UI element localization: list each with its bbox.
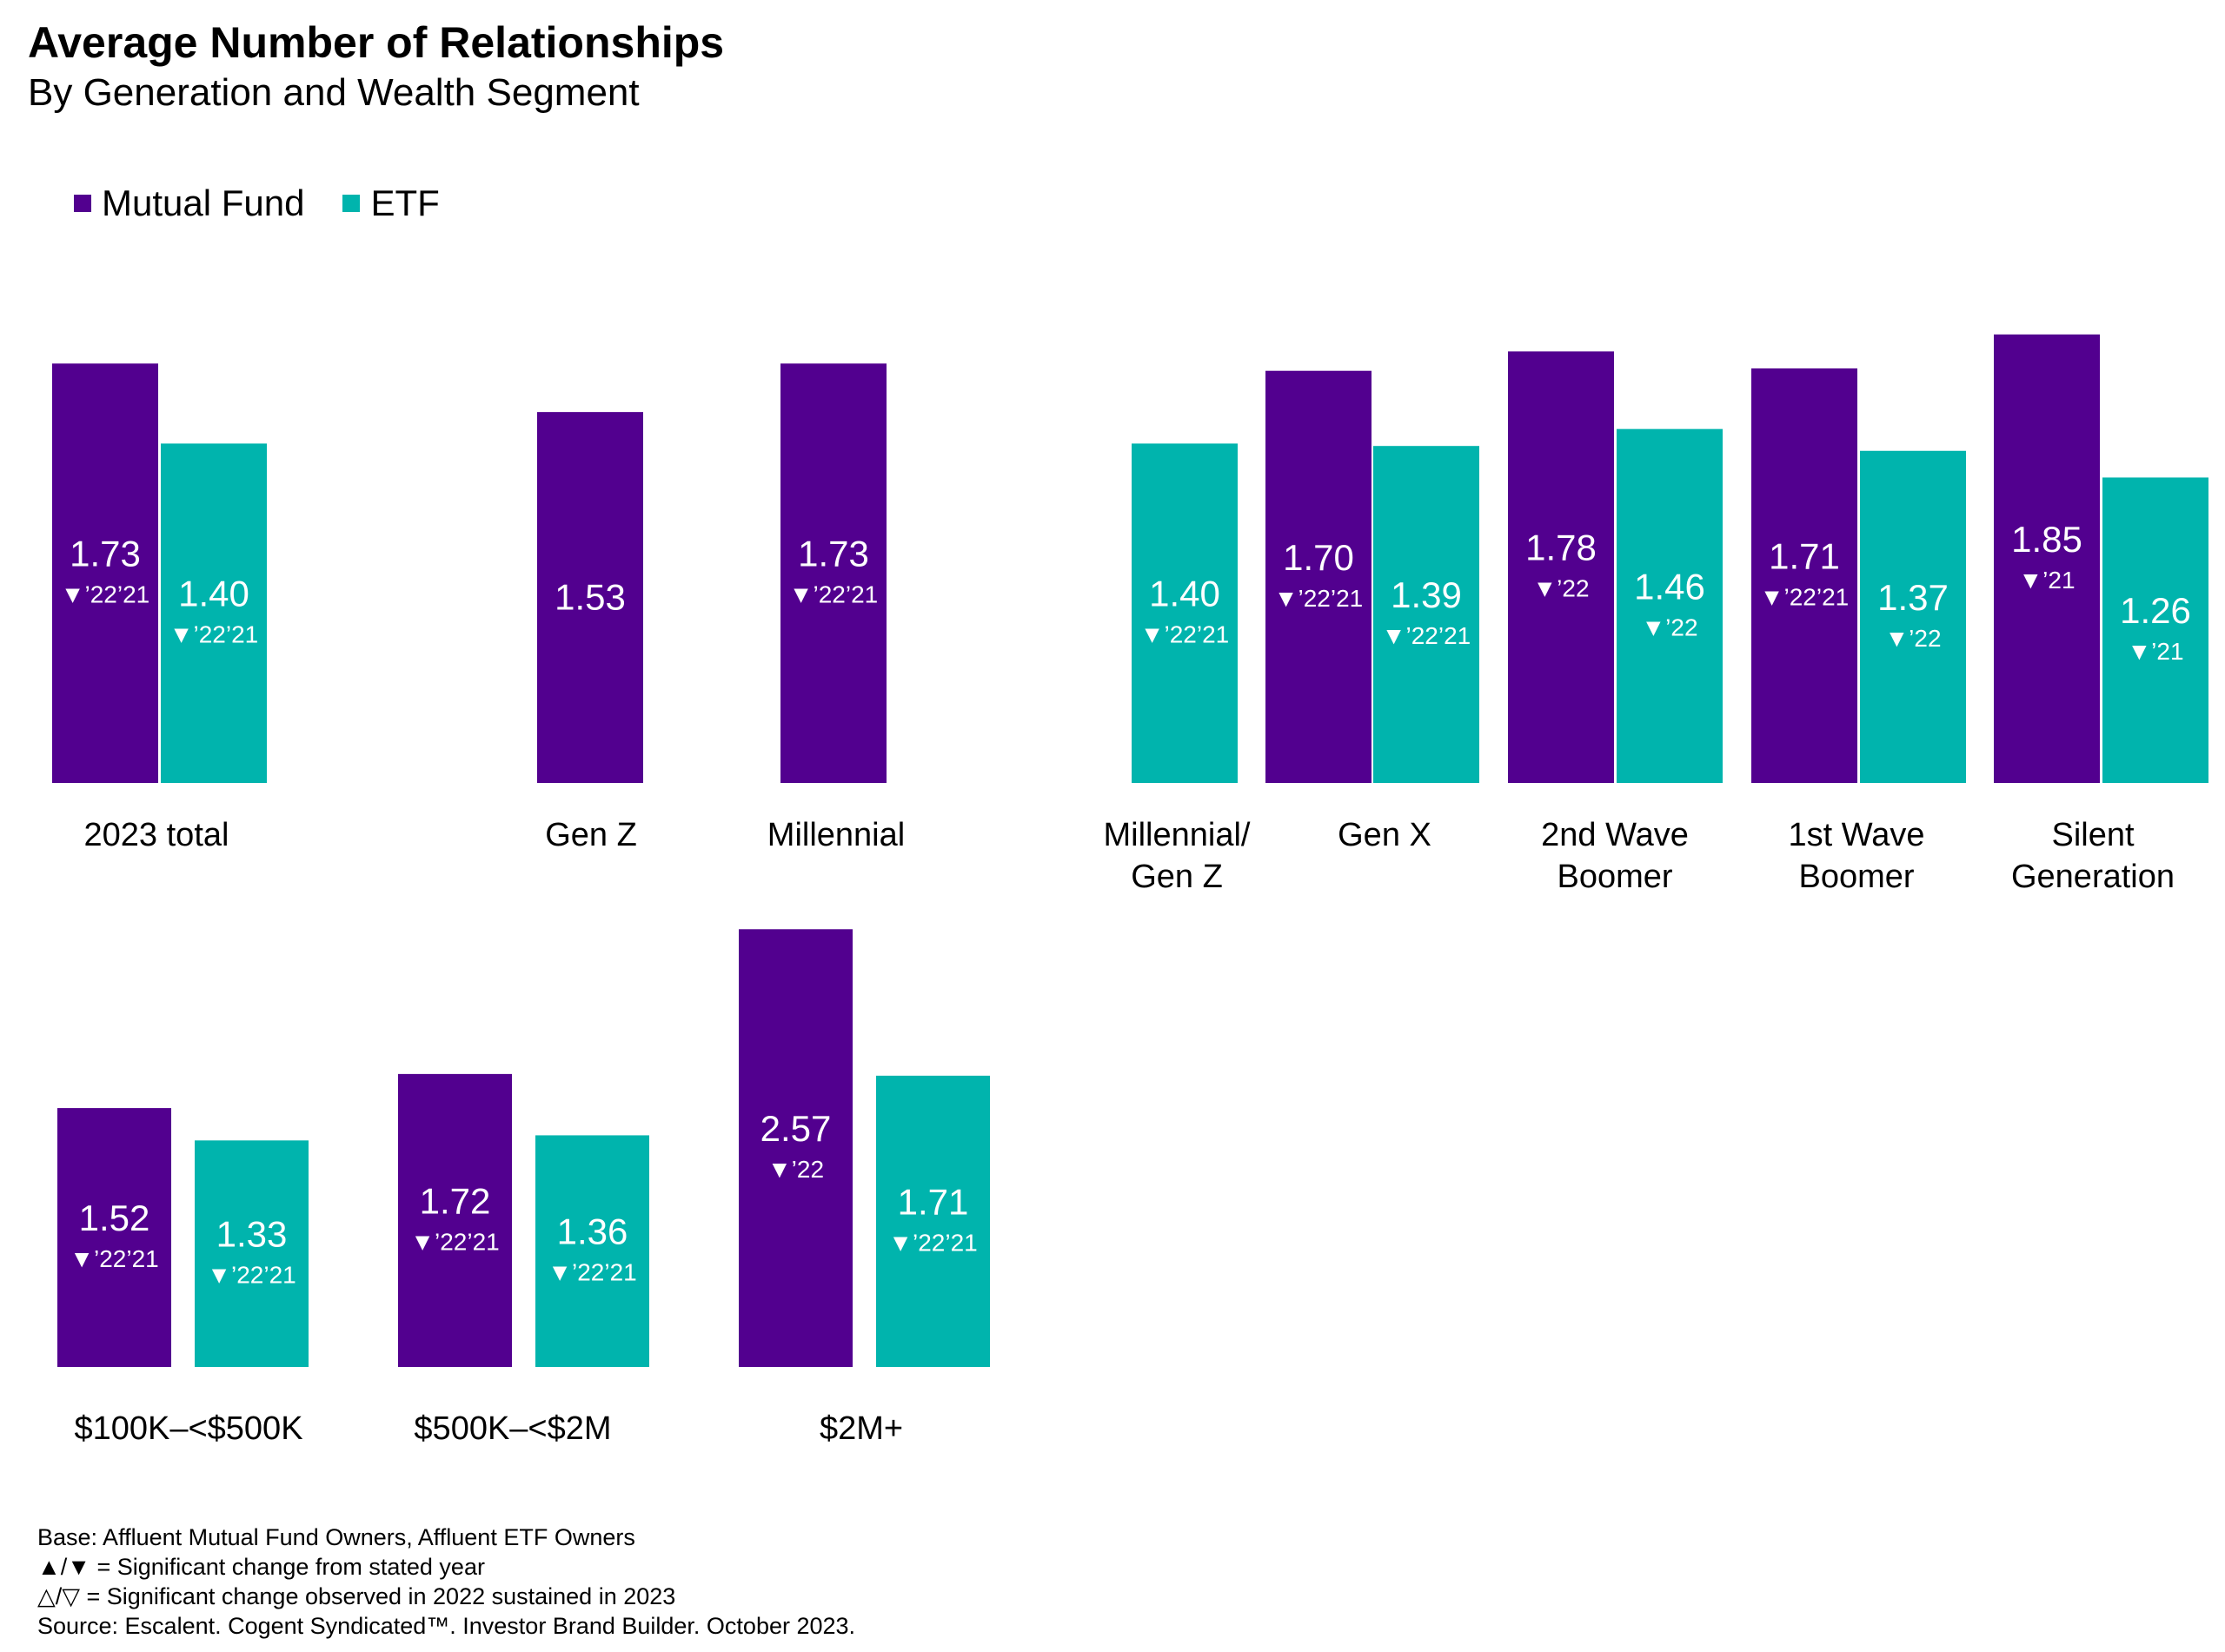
footnote-sustained-legend: △/▽ = Significant change observed in 202… [37,1583,676,1609]
significance-note-millennial-gen-z-etf: ▼’22’21 [1140,621,1229,648]
legend-item-mutual-fund: Mutual Fund [74,182,304,224]
chart-title: Average Number of Relationships [28,18,725,67]
chart-subtitle: By Generation and Wealth Segment [28,71,640,114]
data-label-2023-total-etf: 1.40 [178,574,249,614]
bar-100k-500k-mutual-fund [57,1108,171,1367]
significance-note-1st-wave-boomer-mutual-fund: ▼’22’21 [1760,583,1849,610]
bar-2023-total-etf [161,443,267,783]
bar-millennial-gen-z-etf [1132,443,1238,783]
data-label-100k-500k-mutual-fund: 1.52 [79,1198,150,1238]
legend: Mutual Fund ETF [74,182,478,224]
bar-500k-2m-mutual-fund [398,1073,512,1367]
data-label-2023-total-mutual-fund: 1.73 [70,534,141,574]
data-label-2m-etf: 1.71 [898,1181,969,1222]
bar-2023-total-mutual-fund [52,363,158,783]
bar-gen-x-mutual-fund [1265,370,1372,783]
data-label-gen-x-mutual-fund: 1.70 [1283,537,1354,578]
bar-2nd-wave-boomer-mutual-fund [1508,351,1614,783]
bar-gen-x-etf [1373,446,1479,783]
bar-2nd-wave-boomer-etf [1617,428,1723,783]
footnote-source: Source: Escalent. Cogent Syndicated™. In… [37,1613,856,1639]
significance-note-500k-2m-mutual-fund: ▼’22’21 [410,1228,499,1255]
significance-note-2023-total-etf: ▼’22’21 [169,621,258,648]
data-label-millennial-gen-z-etf: 1.40 [1149,574,1220,614]
category-label-gen-z: Gen Z [545,817,637,853]
significance-note-2m-mutual-fund: ▼’22 [767,1156,824,1183]
data-label-silent-generation-mutual-fund: 1.85 [2011,519,2082,560]
significance-note-gen-x-mutual-fund: ▼’22’21 [1274,585,1363,612]
significance-note-100k-500k-mutual-fund: ▼’22’21 [70,1245,158,1272]
category-label-gen-x: Gen X [1338,817,1431,853]
bar-2m-etf [876,1075,990,1367]
significance-note-gen-x-etf: ▼’22’21 [1382,622,1471,649]
bar-silent-generation-etf [2102,477,2208,783]
bar-1st-wave-boomer-mutual-fund [1751,368,1857,783]
bar-1st-wave-boomer-etf [1860,450,1966,783]
bar-gen-z-mutual-fund [537,412,643,783]
significance-note-1st-wave-boomer-etf: ▼’22 [1884,625,1941,652]
data-label-gen-z-mutual-fund: 1.53 [555,577,626,618]
data-label-2nd-wave-boomer-mutual-fund: 1.78 [1525,527,1597,568]
legend-item-etf: ETF [342,182,440,224]
bar-2m-mutual-fund [739,929,853,1367]
significance-note-2023-total-mutual-fund: ▼’22’21 [61,581,149,608]
category-label-500k-2m: $500K–<$2M [414,1410,611,1447]
data-label-2nd-wave-boomer-etf: 1.46 [1634,566,1705,607]
category-label-2nd-wave-boomer: 2nd Wave Boomer [1541,817,1689,895]
significance-note-500k-2m-etf: ▼’22’21 [548,1259,636,1286]
category-label-2m: $2M+ [820,1410,903,1447]
data-label-1st-wave-boomer-etf: 1.37 [1877,577,1949,618]
data-label-500k-2m-mutual-fund: 1.72 [420,1180,491,1221]
category-label-100k-500k: $100K–<$500K [74,1410,302,1447]
significance-note-2nd-wave-boomer-etf: ▼’22 [1641,614,1697,640]
significance-note-2m-etf: ▼’22’21 [888,1229,977,1256]
significance-note-silent-generation-mutual-fund: ▼’21 [2018,567,2075,594]
significance-note-100k-500k-etf: ▼’22’21 [207,1262,296,1289]
category-label-millennial-gen-z: Millennial/Gen Z [1104,817,1251,895]
bar-100k-500k-etf [195,1140,309,1367]
category-label-2023-total: 2023 total [84,817,229,853]
significance-note-millennial-mutual-fund: ▼’22’21 [789,581,878,608]
legend-swatch-mutual-fund [74,195,91,212]
data-label-500k-2m-etf: 1.36 [557,1211,628,1252]
legend-label-mutual-fund: Mutual Fund [102,182,305,223]
data-label-gen-x-etf: 1.39 [1391,574,1462,615]
data-label-millennial-mutual-fund: 1.73 [798,534,869,574]
bar-millennial-mutual-fund [780,363,887,783]
category-label-silent-generation: Silent Generation [2011,817,2175,895]
data-label-1st-wave-boomer-mutual-fund: 1.71 [1769,535,1840,576]
footnote-base: Base: Affluent Mutual Fund Owners, Afflu… [37,1524,635,1550]
data-label-2m-mutual-fund: 2.57 [760,1108,832,1149]
legend-swatch-etf [342,195,361,212]
bar-500k-2m-etf [535,1135,649,1367]
category-label-millennial: Millennial [767,817,905,853]
bar-chart: 1.73 ▼’22’21 1.40 ▼’22’21 2023 total 1.53 Gen … [52,334,2208,1447]
significance-note-silent-generation-etf: ▼’21 [2127,638,2183,665]
legend-label-etf: ETF [370,182,440,223]
category-label-1st-wave-boomer: 1st Wave Boomer [1789,817,1925,895]
bar-silent-generation-mutual-fund [1994,334,2100,784]
significance-note-2nd-wave-boomer-mutual-fund: ▼’22 [1532,575,1589,602]
data-label-100k-500k-etf: 1.33 [216,1214,288,1255]
footnotes: Base: Affluent Mutual Fund Owners, Afflu… [37,1523,855,1641]
footnote-significance-legend: ▲/▼ = Significant change from stated yea… [37,1554,485,1580]
data-label-silent-generation-etf: 1.26 [2120,590,2191,631]
